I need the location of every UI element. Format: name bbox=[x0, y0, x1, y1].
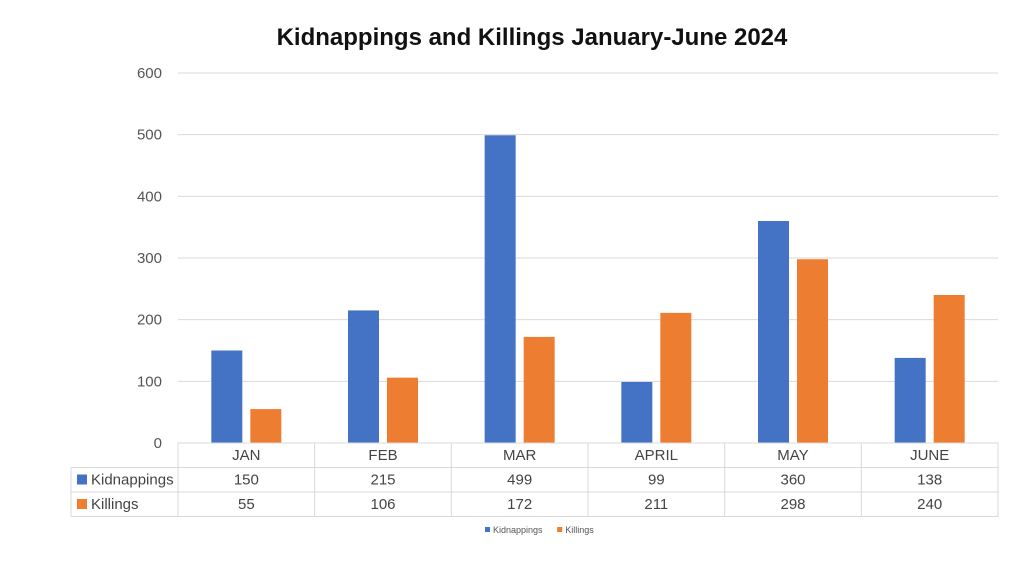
y-tick-label: 300 bbox=[137, 250, 162, 267]
table-legend-key bbox=[77, 474, 87, 485]
bar-killings-april bbox=[660, 312, 692, 443]
data-label: 138 bbox=[917, 472, 942, 489]
y-tick-label: 600 bbox=[137, 65, 162, 82]
bar-kidnappings-feb bbox=[348, 310, 379, 443]
bar-kidnappings-may bbox=[758, 221, 789, 443]
bar-killings-mar bbox=[523, 336, 555, 443]
table-series-label: Killings bbox=[91, 496, 139, 513]
data-label: 211 bbox=[644, 496, 668, 513]
y-tick-label: 200 bbox=[137, 312, 162, 329]
y-tick-label: 500 bbox=[137, 127, 162, 144]
data-label: 240 bbox=[917, 496, 942, 513]
x-tick-label: JUNE bbox=[910, 447, 949, 464]
data-label: 150 bbox=[234, 472, 259, 489]
x-tick-label: FEB bbox=[368, 447, 397, 464]
x-tick-label: APRIL bbox=[635, 447, 678, 464]
legend-swatch bbox=[485, 527, 490, 532]
bar-killings-june bbox=[933, 295, 965, 443]
bar-kidnappings-jan bbox=[211, 350, 243, 443]
legend-swatch bbox=[557, 527, 563, 532]
chart-title: Kidnappings and Killings January-June 20… bbox=[276, 24, 788, 51]
data-label: 215 bbox=[370, 472, 395, 489]
bar-kidnappings-june bbox=[894, 357, 926, 443]
data-label: 55 bbox=[238, 496, 255, 513]
x-tick-label: MAR bbox=[503, 447, 537, 464]
bar-killings-may bbox=[797, 259, 828, 443]
bar-killings-jan bbox=[250, 409, 282, 443]
table-series-label: Kidnappings bbox=[91, 472, 174, 489]
bar-kidnappings-april bbox=[621, 381, 653, 443]
y-tick-label: 100 bbox=[137, 373, 162, 390]
data-label: 298 bbox=[780, 496, 805, 513]
data-label: 360 bbox=[780, 472, 805, 489]
data-label: 99 bbox=[648, 472, 665, 489]
table-legend-key bbox=[77, 499, 87, 509]
bar-killings-feb bbox=[387, 377, 418, 443]
x-tick-label: MAY bbox=[777, 447, 808, 464]
x-tick-label: JAN bbox=[232, 447, 260, 464]
bar-kidnappings-mar bbox=[484, 135, 516, 444]
data-label: 106 bbox=[370, 496, 395, 513]
data-label: 172 bbox=[507, 496, 532, 513]
legend-label: Killings bbox=[565, 525, 594, 535]
y-tick-label: 400 bbox=[137, 188, 162, 205]
data-label: 499 bbox=[507, 472, 532, 489]
y-tick-label: 0 bbox=[154, 435, 162, 452]
legend-label: Kidnappings bbox=[493, 525, 543, 535]
